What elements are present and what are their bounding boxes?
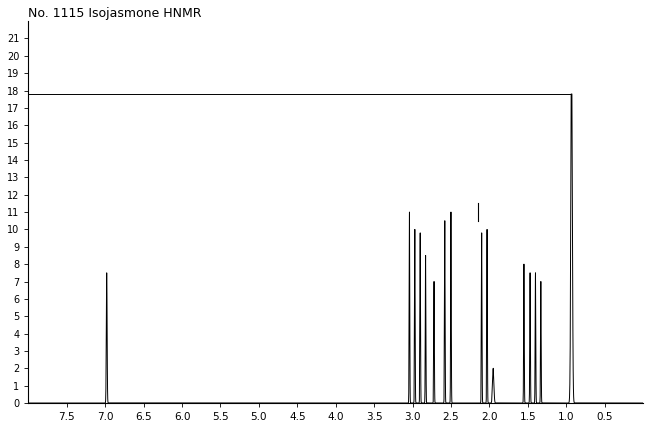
Text: No. 1115 Isojasmone HNMR: No. 1115 Isojasmone HNMR [29, 7, 202, 20]
